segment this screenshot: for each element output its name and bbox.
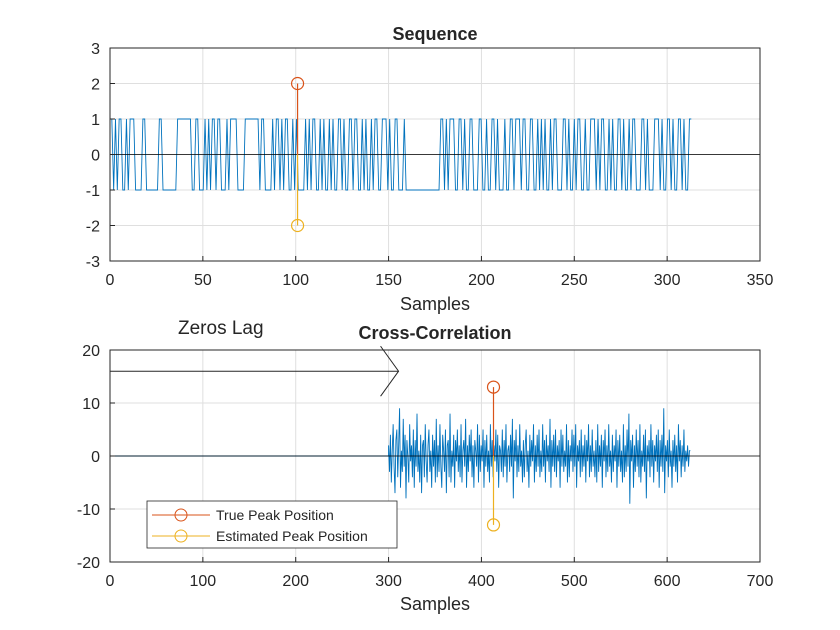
x-tick-label: 0 — [106, 272, 115, 289]
x-axis-label: Samples — [400, 294, 470, 314]
y-tick-label: 3 — [91, 41, 100, 58]
plot-content — [110, 380, 760, 532]
y-tick-label: -2 — [86, 219, 100, 236]
legend: True Peak Position Estimated Peak Positi… — [146, 500, 398, 549]
x-tick-label: 300 — [375, 573, 402, 590]
y-tick-label: 0 — [91, 449, 100, 466]
x-tick-label: 150 — [375, 272, 402, 289]
x-axis-label: Samples — [400, 594, 470, 614]
arrow-head — [380, 345, 400, 397]
y-tick-label: 10 — [82, 396, 100, 413]
legend-label-estimated: Estimated Peak Position — [216, 528, 368, 544]
tick-labels: 0 50 100 150 200 250 300 350 -3 -2 -1 0 1 2 3 — [86, 41, 774, 289]
x-tick-label: 100 — [190, 573, 217, 590]
chart-title: Cross-Correlation — [358, 323, 511, 343]
estimated-peak-marker — [290, 218, 305, 233]
y-tick-label: 1 — [91, 112, 100, 129]
chart-title: Sequence — [392, 24, 477, 44]
y-tick-label: -10 — [77, 502, 100, 519]
x-tick-label: 200 — [282, 573, 309, 590]
legend-marker-true — [174, 508, 188, 522]
plot-content — [110, 76, 760, 233]
zeros-lag-annotation: Zeros Lag — [178, 318, 264, 339]
y-tick-label: 0 — [91, 148, 100, 165]
data-series-line — [110, 408, 691, 504]
x-tick-label: 700 — [747, 573, 774, 590]
x-tick-label: 50 — [194, 272, 212, 289]
cross-correlation-axes: 0 100 200 300 400 500 600 700 -20 -10 0 10 20 Cross-… — [77, 318, 774, 614]
x-tick-label: 500 — [561, 573, 588, 590]
legend-box — [146, 500, 398, 549]
sequence-axes: 0 50 100 150 200 250 300 350 -3 -2 -1 0 1 2 3 Sequence… — [86, 24, 774, 314]
x-tick-label: 350 — [747, 272, 774, 289]
y-tick-label: -1 — [86, 183, 100, 200]
zeros-lag-arrow — [110, 345, 400, 397]
true-peak-marker — [290, 76, 305, 91]
x-tick-label: 400 — [468, 573, 495, 590]
tick-labels: 0 100 200 300 400 500 600 700 -20 -10 0 10 20 — [77, 343, 774, 590]
estimated-peak-marker — [486, 518, 501, 532]
x-tick-label: 600 — [654, 573, 681, 590]
x-tick-label: 0 — [106, 573, 115, 590]
legend-label-true: True Peak Position — [216, 507, 334, 523]
y-tick-label: -3 — [86, 254, 100, 271]
y-tick-label: 20 — [82, 343, 100, 360]
x-tick-label: 100 — [282, 272, 309, 289]
legend-marker-estimated — [174, 529, 188, 543]
x-tick-label: 300 — [654, 272, 681, 289]
y-tick-label: 2 — [91, 77, 100, 94]
true-peak-marker — [486, 380, 501, 394]
x-tick-label: 200 — [468, 272, 495, 289]
x-tick-label: 250 — [561, 272, 588, 289]
data-series-line — [110, 118, 692, 191]
y-tick-label: -20 — [77, 555, 100, 572]
